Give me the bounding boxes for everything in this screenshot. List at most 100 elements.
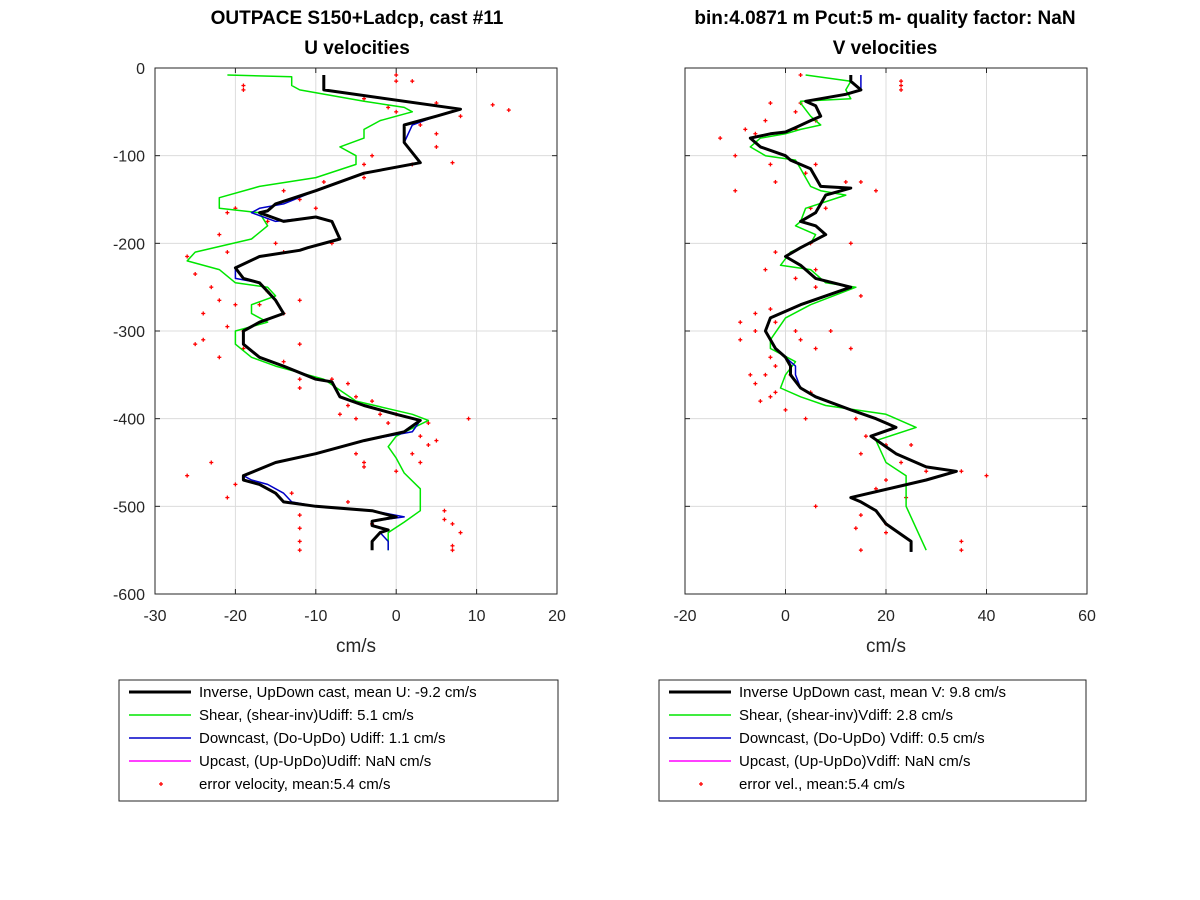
legend-label: Inverse, UpDown cast, mean U: -9.2 cm/s [199, 684, 477, 701]
error-velocity-point [394, 73, 399, 78]
error-velocity-point [909, 442, 914, 447]
error-velocity-point [843, 179, 848, 184]
error-velocity-point [217, 232, 222, 237]
error-velocity-point [297, 548, 302, 553]
error-velocity-point [297, 539, 302, 544]
error-velocity-point [297, 526, 302, 531]
legend-entry: Downcast, (Do-UpDo) Vdiff: 0.5 cm/s [669, 730, 985, 747]
error-velocity-point [753, 329, 758, 333]
legend-entry: error vel., mean:5.4 cm/s [699, 776, 905, 793]
error-velocity-point [763, 118, 768, 123]
error-velocity-point [753, 131, 758, 136]
error-velocity-point [959, 469, 964, 474]
error-velocity-point [733, 188, 738, 193]
error-velocity-point [426, 442, 431, 447]
legend-label: error vel., mean:5.4 cm/s [739, 776, 905, 793]
error-velocity-point [773, 364, 778, 369]
error-velocity-point [763, 372, 768, 377]
error-velocity-point [458, 114, 463, 119]
error-velocity-point [450, 521, 455, 526]
error-velocity-point [813, 346, 818, 351]
error-velocity-point [450, 543, 455, 548]
error-velocity-point [466, 416, 471, 421]
error-velocity-point [209, 285, 214, 290]
error-velocity-point [321, 179, 326, 184]
x-tick-label: 0 [781, 608, 790, 625]
error-velocity-point [884, 530, 888, 535]
error-velocity-point [748, 372, 753, 377]
error-velocity-point [458, 530, 463, 535]
x-tick-label: -10 [304, 608, 327, 625]
error-velocity-point [773, 320, 778, 325]
error-velocity-point [718, 136, 723, 141]
error-velocity-point [858, 179, 863, 184]
legend-entry: error velocity, mean:5.4 cm/s [159, 776, 390, 793]
error-velocity-point [418, 434, 423, 439]
error-velocity-point [362, 96, 367, 101]
error-velocity-point [370, 399, 375, 404]
error-velocity-point [823, 206, 828, 211]
error-velocity-point [225, 495, 230, 500]
error-velocity-point [858, 293, 863, 298]
error-velocity-point [345, 381, 350, 386]
error-velocity-point [410, 451, 415, 456]
error-velocity-point [848, 241, 853, 246]
error-velocity-point [185, 254, 190, 259]
error-velocity-point [265, 219, 270, 224]
error-velocity-point [434, 131, 439, 136]
error-velocity-point [362, 175, 367, 180]
error-velocity-point [281, 359, 286, 364]
error-velocity-point [803, 416, 808, 421]
error-velocity-point [297, 197, 302, 202]
error-velocity-point [753, 381, 758, 386]
legend-entry: Shear, (shear-inv)Vdiff: 2.8 cm/s [669, 707, 953, 724]
left-title: OUTPACE S150+Ladcp, cast #11 [211, 8, 504, 29]
error-velocity-point [793, 329, 798, 333]
y-tick-label: -500 [113, 499, 145, 516]
error-velocity-point [490, 102, 495, 107]
error-velocity-point [798, 337, 803, 342]
y-tick-label: -300 [113, 324, 145, 341]
legend-entry: Inverse, UpDown cast, mean U: -9.2 cm/s [129, 684, 477, 701]
x-tick-label: 20 [877, 608, 895, 625]
v-velocity-axes: -20 0 20 40 60 cm/s [673, 67, 1096, 657]
x-tick-label: 10 [468, 608, 486, 625]
x-tick-label: 0 [392, 608, 401, 625]
legend-entry: Inverse UpDown cast, mean V: 9.8 cm/s [669, 684, 1006, 701]
error-velocity-point [386, 105, 391, 110]
u-legend: Inverse, UpDown cast, mean U: -9.2 cm/s S… [118, 679, 559, 802]
error-velocity-point [386, 421, 391, 426]
y-tick-label: 0 [136, 61, 145, 78]
tick-labels: -20 0 20 40 60 [673, 67, 1096, 625]
error-velocity-point [753, 311, 758, 316]
x-axis-label: cm/s [866, 636, 906, 657]
y-tick-label: -100 [113, 149, 145, 166]
error-velocity-point [899, 460, 904, 465]
error-velocity-point [345, 403, 350, 408]
error-velocity-point [853, 526, 858, 531]
error-velocity-point [899, 83, 904, 88]
error-velocity-point [899, 87, 904, 92]
x-tick-label: 40 [978, 608, 996, 625]
error-velocity-point [297, 385, 302, 390]
right-subtitle: V velocities [833, 38, 938, 59]
error-velocity-point [768, 307, 773, 312]
error-velocity-point [863, 434, 868, 439]
error-velocity-point [370, 153, 375, 158]
error-velocity-point [394, 469, 399, 474]
error-velocity-point [858, 451, 863, 456]
error-velocity-point [225, 210, 230, 215]
error-velocity-point [768, 101, 773, 106]
y-tick-label: -600 [113, 587, 145, 604]
error-velocity-point [354, 451, 358, 456]
series-line-0 [748, 75, 958, 552]
error-velocity-point [209, 460, 214, 465]
error-velocity-point [394, 109, 399, 114]
tick-labels: -30 -20 -10 0 10 200-100-200-300-400-500-600 [113, 61, 566, 625]
error-velocity-point [442, 517, 447, 522]
x-tick-label: -30 [143, 608, 166, 625]
series-line-1 [749, 74, 927, 551]
error-velocity-point [442, 508, 447, 513]
error-velocity-point [506, 108, 511, 113]
error-velocity-point [873, 486, 878, 491]
